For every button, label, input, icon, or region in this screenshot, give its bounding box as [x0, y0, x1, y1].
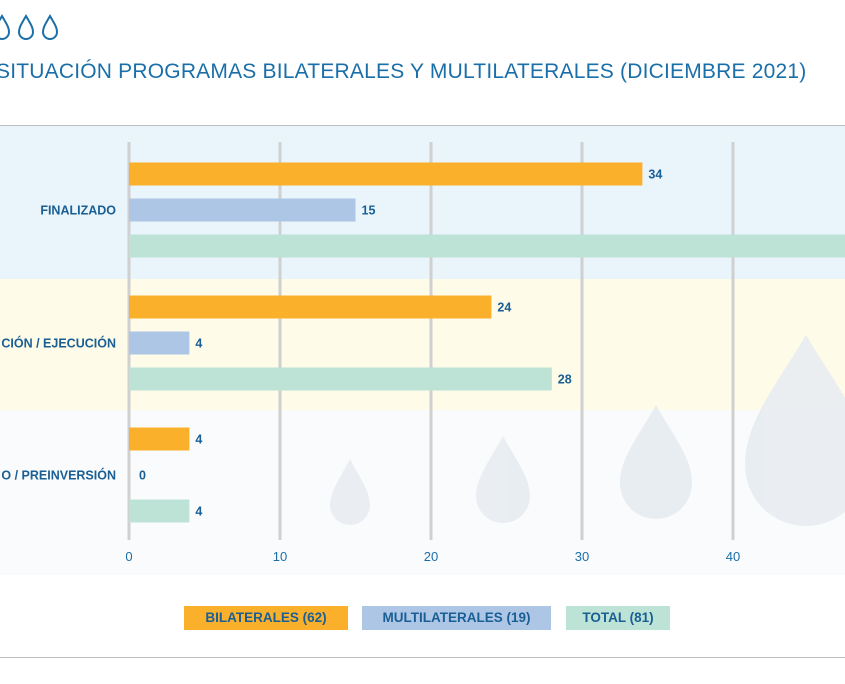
category-label: CIÓN / EJECUCIÓN — [1, 336, 116, 351]
bar-multilaterales — [129, 198, 356, 222]
water-drop-icon — [745, 335, 845, 526]
data-label: 4 — [195, 433, 202, 447]
data-label: 24 — [497, 301, 511, 315]
bar-bilaterales — [129, 162, 643, 186]
water-drop-icon — [620, 405, 692, 519]
data-label: 15 — [362, 204, 376, 218]
data-label: 0 — [139, 469, 146, 483]
category-label: FINALIZADO — [40, 204, 116, 218]
data-label: 4 — [195, 505, 202, 519]
water-drop-icon — [330, 459, 370, 525]
bar-multilaterales — [129, 331, 190, 355]
water-drop-icon — [0, 13, 11, 40]
bar-total — [129, 367, 552, 391]
category-label: O / PREINVERSIÓN — [1, 468, 116, 483]
bar-total — [129, 499, 190, 523]
x-tick-label: 40 — [726, 549, 740, 564]
bar-bilaterales — [129, 295, 492, 319]
x-tick-label: 20 — [424, 549, 438, 564]
background-drops — [330, 335, 845, 526]
x-tick-label: 10 — [273, 549, 287, 564]
data-label: 4 — [195, 337, 202, 351]
legend-multilaterales: MULTILATERALES (19) — [362, 606, 551, 630]
header-drops — [0, 13, 59, 40]
legend-bilaterales: BILATERALES (62) — [184, 606, 348, 630]
x-tick-label: 30 — [575, 549, 589, 564]
data-label: 34 — [648, 168, 662, 182]
bottom-rule — [0, 657, 845, 658]
chart-title: SITUACIÓN PROGRAMAS BILATERALES Y MULTIL… — [0, 60, 807, 83]
water-drop-icon — [41, 13, 59, 40]
data-label: 28 — [558, 373, 572, 387]
bar-bilaterales — [129, 427, 190, 451]
water-drop-icon — [17, 13, 35, 40]
bar-total — [129, 234, 845, 258]
top-rule — [0, 125, 845, 126]
x-tick-label: 0 — [125, 549, 132, 564]
legend-total: TOTAL (81) — [566, 606, 670, 630]
water-drop-icon — [476, 436, 530, 523]
